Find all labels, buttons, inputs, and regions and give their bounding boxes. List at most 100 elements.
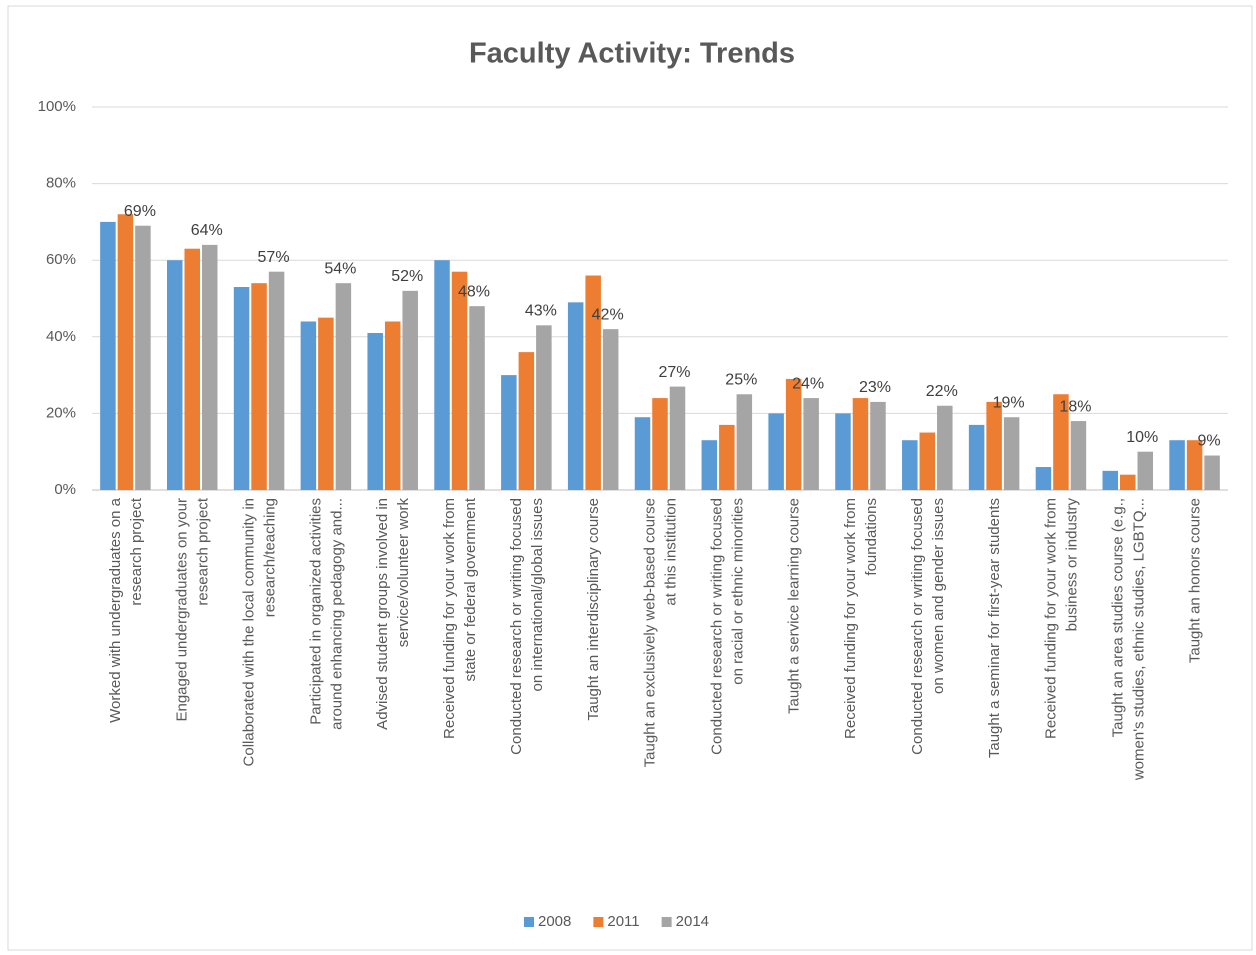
bar: [251, 283, 267, 490]
x-tick-label: Taught an exclusively web-based course at…: [642, 498, 680, 767]
bar: [870, 401, 886, 490]
data-label: 64%: [191, 222, 223, 239]
bar: [233, 287, 250, 490]
data-label: 52%: [391, 268, 423, 285]
x-tick-line: Collaborated with the local community in: [241, 498, 258, 766]
bar: [803, 398, 819, 490]
bar: [768, 413, 784, 490]
bar: [300, 321, 317, 490]
bar: [701, 440, 718, 490]
bar: [451, 271, 468, 490]
x-tick-label: Collaborated with the local community in…: [241, 498, 279, 766]
legend-swatch: [661, 917, 672, 927]
data-label: 48%: [458, 283, 490, 300]
bar: [501, 375, 517, 490]
x-tick-label: Received funding for your work from found…: [842, 498, 880, 739]
data-label: 43%: [525, 303, 557, 320]
bar: [166, 260, 183, 490]
data-label: 27%: [658, 364, 690, 381]
y-tick-label: 0%: [54, 481, 76, 498]
bar: [986, 401, 1002, 490]
bar: [100, 221, 116, 490]
x-tick-label: Conducted research or writing focused on …: [508, 498, 546, 755]
bar: [184, 248, 200, 490]
bar: [719, 424, 735, 490]
x-tick-line: on racial or ethnic minorities: [729, 498, 746, 685]
x-tick-line: Received funding for your work from: [441, 498, 458, 739]
legend-label: 2011: [607, 913, 639, 930]
chart-title: Faculty Activity: Trends: [469, 38, 795, 70]
data-label: 18%: [1059, 398, 1091, 415]
data-label: 19%: [993, 394, 1025, 411]
data-label: 23%: [859, 379, 891, 396]
legend-label: 2014: [676, 913, 709, 930]
bar: [402, 290, 418, 490]
x-tick-line: Taught an interdisciplinary course: [585, 498, 602, 721]
x-tick-line: Participated in organized activities: [307, 498, 324, 725]
x-tick-label: Taught an area studies course (e.g., wome…: [1109, 498, 1147, 781]
data-label: 9%: [1198, 433, 1221, 450]
x-tick-label: Received funding for your work from busin…: [1042, 498, 1080, 739]
bar: [1169, 440, 1185, 490]
bar: [585, 275, 601, 490]
bar: [1035, 467, 1052, 490]
x-tick-line: research/teaching: [262, 498, 279, 617]
x-tick-label: Participated in organized activities arou…: [307, 498, 345, 730]
bar: [117, 214, 134, 491]
data-label: 25%: [725, 371, 757, 388]
x-tick-label: Conducted research or writing focused on …: [909, 498, 947, 755]
x-tick-line: service/volunteer work: [395, 498, 412, 648]
bar: [434, 260, 450, 490]
x-tick-line: Conducted research or writing focused: [909, 498, 926, 755]
x-tick-line: Worked with undergraduates on a: [107, 497, 124, 723]
x-tick-line: on international/global issues: [529, 498, 546, 691]
bar: [367, 332, 383, 490]
x-tick-label: Taught a service learning course: [786, 498, 803, 714]
bar: [335, 283, 352, 490]
x-tick-line: Conducted research or writing focused: [708, 498, 725, 755]
x-tick-line: at this institution: [663, 498, 680, 606]
bar: [201, 244, 218, 490]
x-tick-line: Received funding for your work from: [842, 498, 859, 739]
bar: [669, 386, 686, 490]
y-tick-label: 60%: [46, 251, 76, 268]
bar: [835, 413, 851, 490]
x-tick-line: research project: [195, 497, 212, 605]
bar: [469, 306, 485, 490]
x-tick-line: Advised student groups involved in: [374, 498, 391, 730]
x-tick-line: Taught an honors course: [1187, 498, 1204, 663]
x-tick-line: business or industry: [1063, 498, 1080, 632]
x-tick-label: Taught an honors course: [1187, 498, 1204, 663]
bar: [968, 424, 985, 490]
bar: [135, 225, 151, 491]
x-tick-label: Advised student groups involved in servic…: [374, 498, 412, 730]
x-tick-line: on women and gender issues: [930, 498, 947, 694]
bar: [1120, 474, 1136, 490]
x-tick-label: Taught an interdisciplinary course: [585, 498, 602, 721]
bar: [602, 329, 619, 490]
x-tick-label: Conducted research or writing focused on …: [708, 498, 746, 755]
bar: [785, 378, 802, 490]
x-tick-line: around enhancing pedagogy and...: [328, 498, 345, 730]
bar: [1137, 451, 1154, 490]
data-label: 10%: [1126, 429, 1158, 446]
x-tick-line: Taught an exclusively web-based course: [642, 498, 659, 767]
x-tick-line: research project: [128, 497, 145, 605]
bar: [1186, 440, 1203, 490]
data-label: 54%: [324, 260, 356, 277]
bar: [902, 440, 918, 490]
data-label: 69%: [124, 203, 156, 220]
data-label: 57%: [258, 249, 290, 266]
x-tick-line: state or federal government: [462, 497, 479, 681]
legend-swatch: [524, 917, 534, 927]
bar: [268, 271, 285, 490]
x-tick-line: Taught a service learning course: [786, 498, 803, 714]
bar: [518, 352, 535, 490]
bar: [919, 432, 936, 490]
bar: [652, 398, 668, 490]
bar: [1053, 394, 1069, 490]
data-label: 42%: [592, 306, 624, 323]
bar: [852, 398, 869, 490]
bar: [736, 394, 753, 490]
